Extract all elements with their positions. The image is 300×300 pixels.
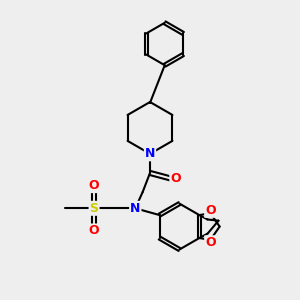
Text: N: N — [130, 202, 140, 215]
Text: O: O — [205, 204, 216, 217]
Text: N: N — [145, 147, 155, 160]
Text: O: O — [89, 224, 99, 238]
Text: O: O — [170, 172, 181, 185]
Text: S: S — [90, 202, 99, 215]
Text: O: O — [205, 236, 216, 249]
Text: O: O — [89, 179, 99, 192]
